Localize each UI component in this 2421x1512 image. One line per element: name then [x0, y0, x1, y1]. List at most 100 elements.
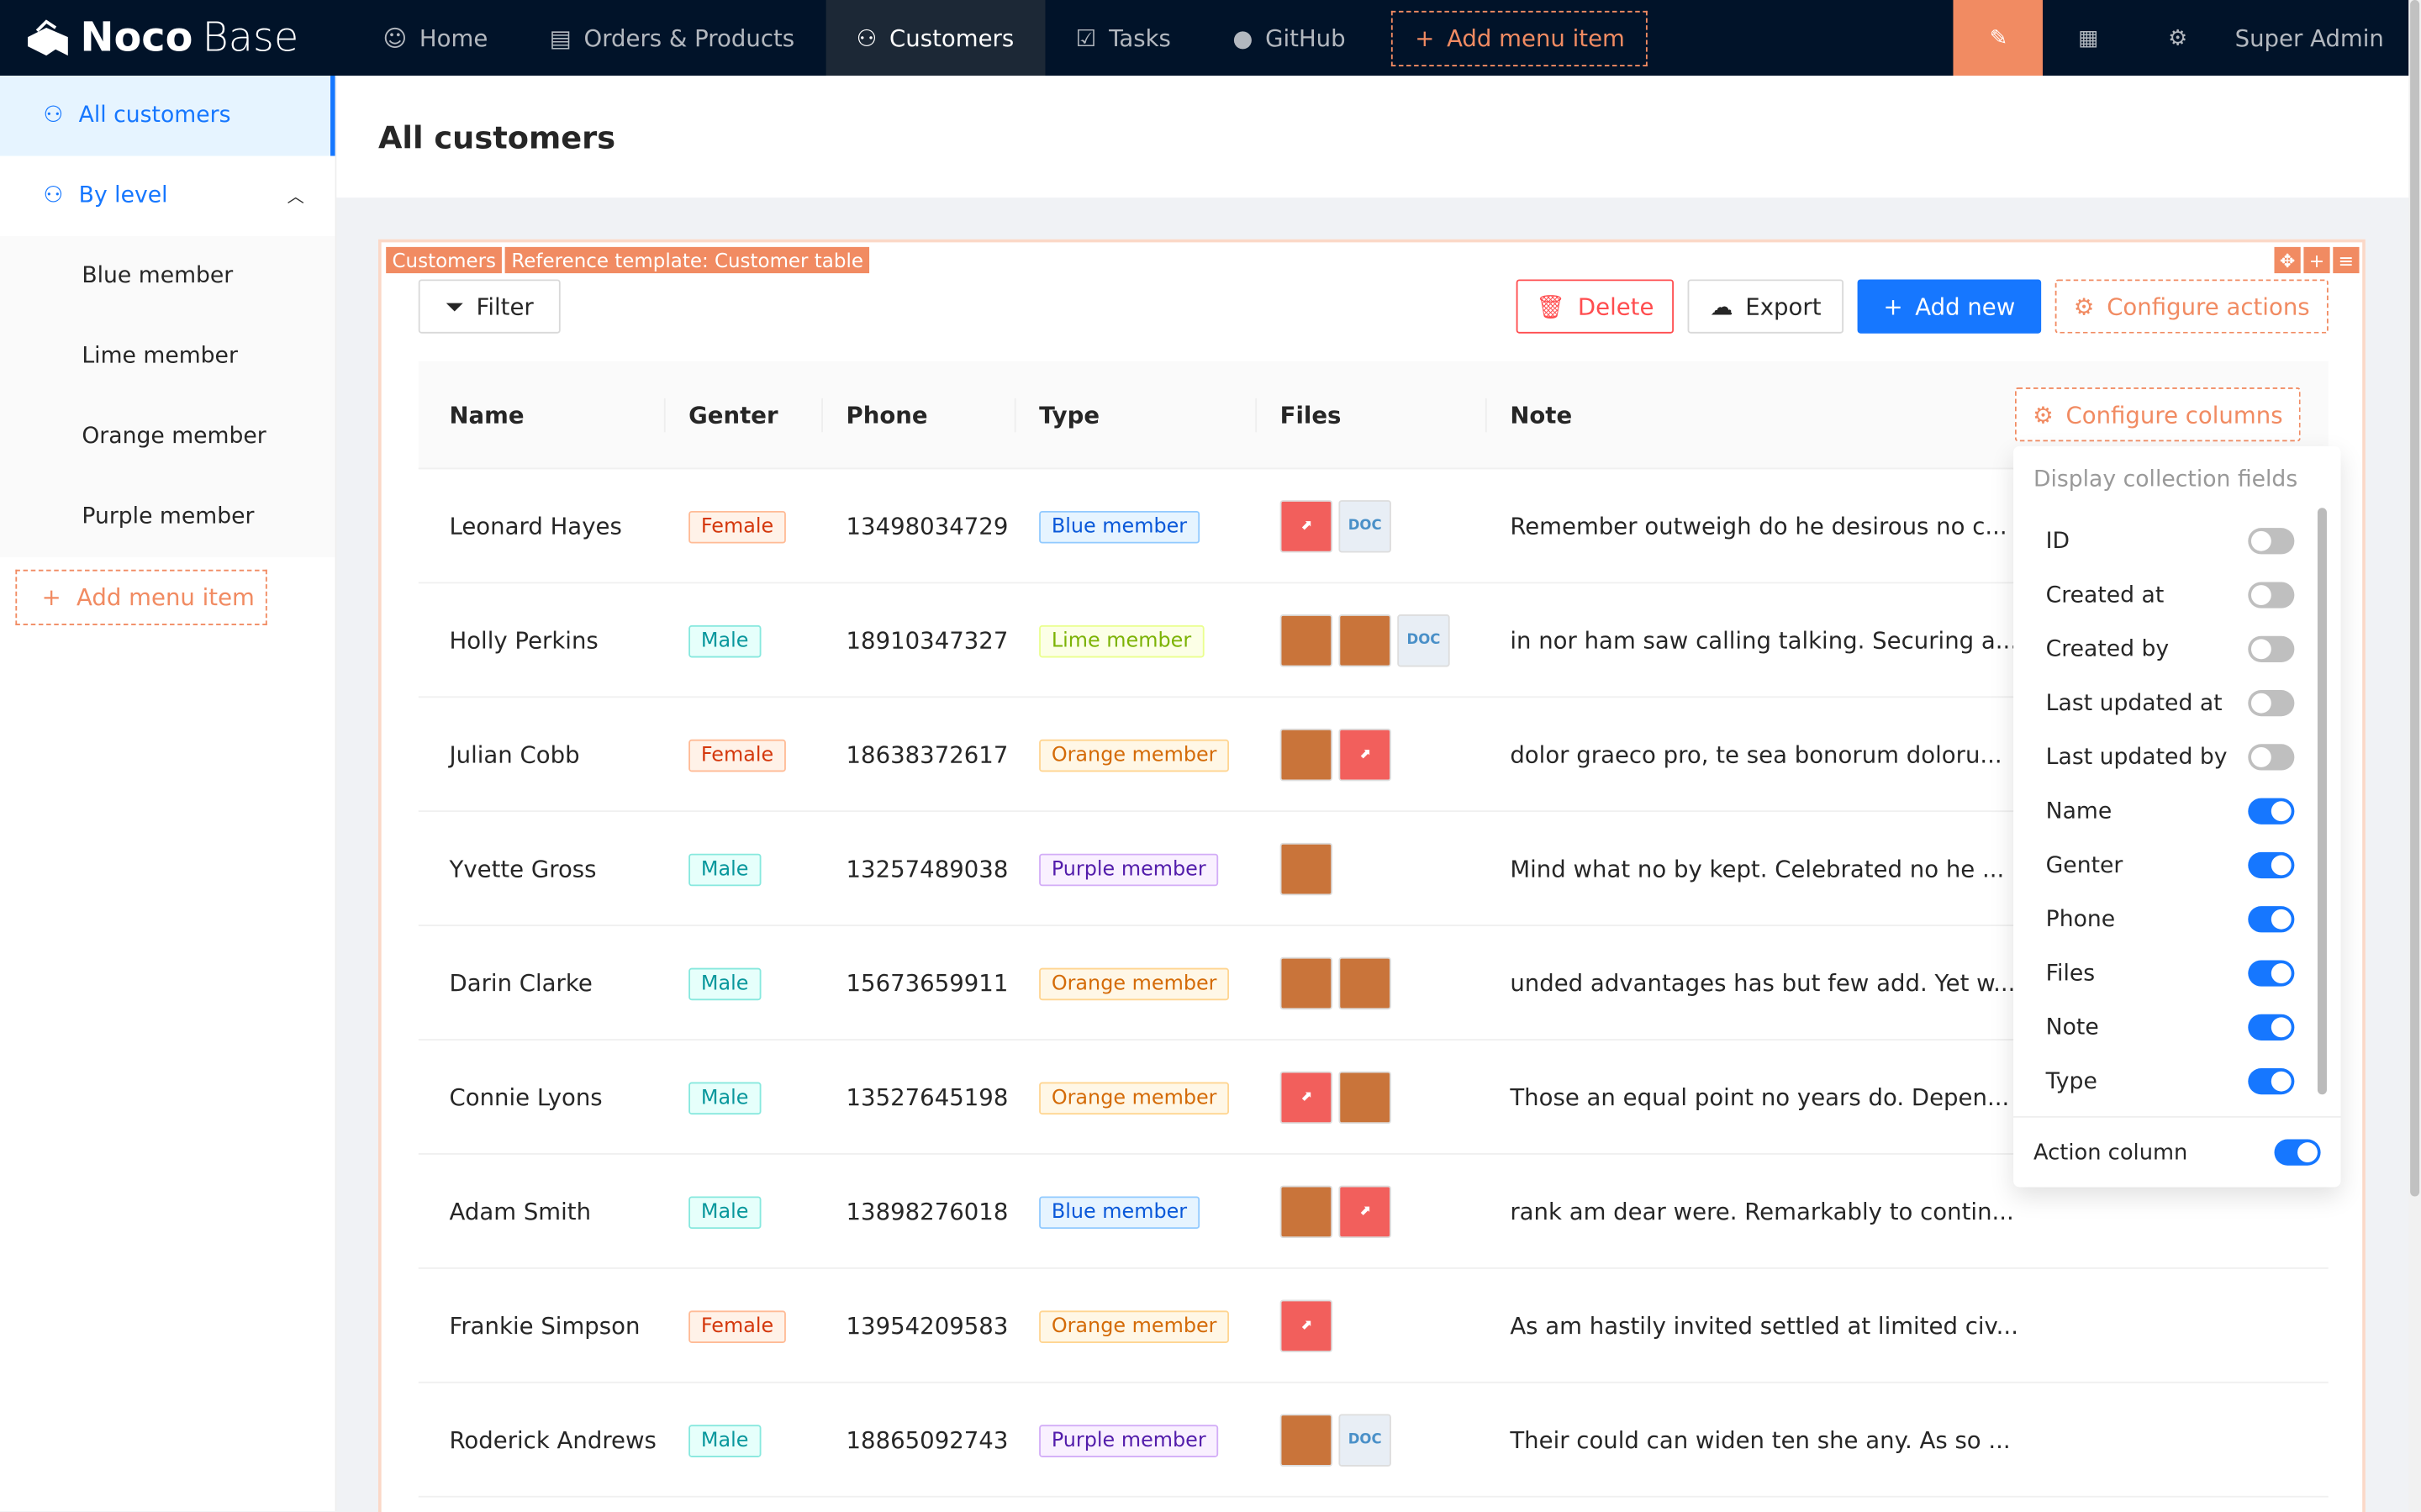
table-row[interactable]: Yvette Gross Male 13257489038 Purple mem… [418, 812, 2329, 927]
nav-home[interactable]: ☺ Home [352, 0, 519, 76]
field-toggle[interactable] [2248, 851, 2295, 879]
table-row[interactable]: Leonard Hayes Female 13498034729 Blue me… [418, 469, 2329, 584]
filter-button[interactable]: ⏷ Filter [418, 279, 561, 334]
field-toggle[interactable] [2248, 960, 2295, 987]
file-doc-thumbnail[interactable]: DOC [1397, 614, 1450, 667]
ui-editor-button[interactable]: ✎ [1954, 0, 2044, 76]
drag-icon[interactable]: ✥ [2274, 246, 2301, 274]
field-item[interactable]: Last updated at [2013, 676, 2340, 730]
configure-actions-button[interactable]: ⚙ Configure actions [2054, 279, 2329, 334]
nav-label: GitHub [1265, 24, 1346, 52]
nav-customers[interactable]: ⚇ Customers [825, 0, 1045, 76]
column-header-files[interactable]: Files [1255, 361, 1341, 470]
field-item[interactable]: Created by [2013, 622, 2340, 676]
cell-note: As am hastily invited settled at limited… [1510, 1312, 2018, 1341]
add-menu-item-button[interactable]: + Add menu item [1391, 9, 1648, 66]
nav-orders-products[interactable]: ▤ Orders & Products [519, 0, 825, 76]
file-img-thumbnail[interactable] [1279, 842, 1333, 896]
file-pdf-thumbnail[interactable]: ⬈ [1279, 1299, 1333, 1352]
pen-icon: ✎ [1989, 25, 2008, 50]
add-block-icon[interactable]: + [2303, 246, 2330, 274]
field-toggle[interactable] [2248, 635, 2295, 662]
file-img-thumbnail[interactable] [1279, 1414, 1333, 1467]
column-header-name[interactable]: Name [449, 401, 525, 429]
file-pdf-thumbnail[interactable]: ⬈ [1338, 1185, 1391, 1239]
popover-scrollbar[interactable] [2317, 508, 2327, 1095]
field-toggle[interactable] [2248, 582, 2295, 608]
file-pdf-thumbnail[interactable]: ⬈ [1279, 500, 1333, 553]
nav-github[interactable]: ● GitHub [1202, 0, 1377, 76]
field-toggle[interactable] [2248, 798, 2295, 824]
file-pdf-thumbnail[interactable]: ⬈ [1279, 1071, 1333, 1125]
table-row[interactable]: Julian Cobb Female 18638372617 Orange me… [418, 698, 2329, 813]
column-header-type[interactable]: Type [1014, 361, 1100, 470]
sidebar-add-menu-item-button[interactable]: + Add menu item [15, 569, 267, 625]
plugins-button[interactable]: ▦ [2044, 0, 2134, 76]
logo[interactable]: Noco Base [0, 14, 352, 61]
table-row[interactable]: Holly Perkins Male 18910347327 Lime memb… [418, 583, 2329, 698]
field-item[interactable]: Last updated by [2013, 730, 2340, 784]
field-label: Name [2045, 798, 2112, 824]
users-icon: ⚇ [43, 103, 64, 129]
sidebar-item-purple-member[interactable]: Purple member [82, 504, 255, 529]
field-item[interactable]: Genter [2013, 838, 2340, 892]
field-toggle[interactable] [2248, 528, 2295, 555]
configure-columns-button[interactable]: ⚙ Configure columns [2014, 387, 2301, 442]
block-menu-icon[interactable]: ≡ [2333, 246, 2360, 274]
file-doc-thumbnail[interactable]: DOC [1338, 500, 1391, 553]
file-check-icon: ▤ [549, 24, 572, 52]
file-img-thumbnail[interactable] [1338, 956, 1391, 1010]
file-pdf-thumbnail[interactable]: ⬈ [1338, 728, 1391, 782]
field-item[interactable]: Name [2013, 784, 2340, 838]
field-toggle[interactable] [2248, 1014, 2295, 1040]
file-doc-thumbnail[interactable]: DOC [1338, 1414, 1391, 1467]
file-img-thumbnail[interactable] [1279, 614, 1333, 667]
field-toggle[interactable] [2248, 744, 2295, 771]
field-toggle[interactable] [2248, 1068, 2295, 1095]
gender-tag: Male [688, 624, 762, 657]
field-item[interactable]: Note [2013, 1000, 2340, 1054]
sidebar-item-lime-member[interactable]: Lime member [82, 344, 238, 369]
user-menu[interactable]: Super Admin [2234, 24, 2384, 52]
column-header-genter[interactable]: Genter [663, 361, 778, 470]
nav-tasks[interactable]: ☑ Tasks [1045, 0, 1202, 76]
cell-phone: 13898276018 [846, 1198, 1009, 1226]
field-toggle[interactable] [2248, 690, 2295, 717]
table-row[interactable]: Connie Lyons Male 13527645198 Orange mem… [418, 1040, 2329, 1155]
field-item[interactable]: Files [2013, 946, 2340, 1000]
file-img-thumbnail[interactable] [1279, 728, 1333, 782]
column-header-phone[interactable]: Phone [821, 361, 928, 470]
table-row[interactable]: Darin Clarke Male 15673659911 Orange mem… [418, 926, 2329, 1040]
sidebar-item-orange-member[interactable]: Orange member [82, 424, 266, 450]
field-toggle[interactable] [2248, 906, 2295, 933]
file-img-thumbnail[interactable] [1338, 1071, 1391, 1125]
cloud-upload-icon: ☁ [1710, 292, 1733, 321]
file-img-thumbnail[interactable] [1279, 956, 1333, 1010]
action-column-toggle[interactable] [2274, 1139, 2321, 1166]
column-header-note[interactable]: Note [1485, 361, 1572, 470]
checkbox-icon: ☑ [1075, 24, 1097, 52]
export-button[interactable]: ☁ Export [1687, 279, 1844, 334]
file-img-thumbnail[interactable] [1338, 614, 1391, 667]
field-item[interactable]: ID [2013, 514, 2340, 568]
sidebar-item-blue-member[interactable]: Blue member [82, 264, 234, 289]
file-img-thumbnail[interactable] [1279, 1185, 1333, 1239]
users-icon: ⚇ [856, 24, 878, 52]
field-item[interactable]: Type [2013, 1054, 2340, 1108]
delete-button[interactable]: 🗑 Delete [1516, 279, 1675, 334]
add-new-button[interactable]: + Add new [1857, 279, 2042, 334]
table-row[interactable]: Roderick Andrews Male 18865092743 Purple… [418, 1383, 2329, 1498]
settings-button[interactable]: ⚙ [2133, 0, 2223, 76]
field-item[interactable]: Phone [2013, 893, 2340, 946]
nav-label: Tasks [1109, 24, 1171, 52]
plus-icon: + [41, 583, 61, 612]
table-row[interactable]: Frankie Simpson Female 13954209583 Orang… [418, 1269, 2329, 1383]
sidebar-item-all-customers[interactable]: ⚇ All customers [0, 75, 335, 156]
field-item[interactable]: Created at [2013, 568, 2340, 622]
page-scrollbar[interactable] [2408, 0, 2421, 1512]
cell-phone: 18638372617 [846, 740, 1009, 769]
sidebar-item-by-level[interactable]: ⚇ By level ︿ [0, 156, 335, 237]
table-row[interactable]: Adam Smith Male 13898276018 Blue member … [418, 1155, 2329, 1269]
type-tag: Blue member [1039, 510, 1200, 543]
cell-files: DOC [1279, 1383, 1398, 1498]
